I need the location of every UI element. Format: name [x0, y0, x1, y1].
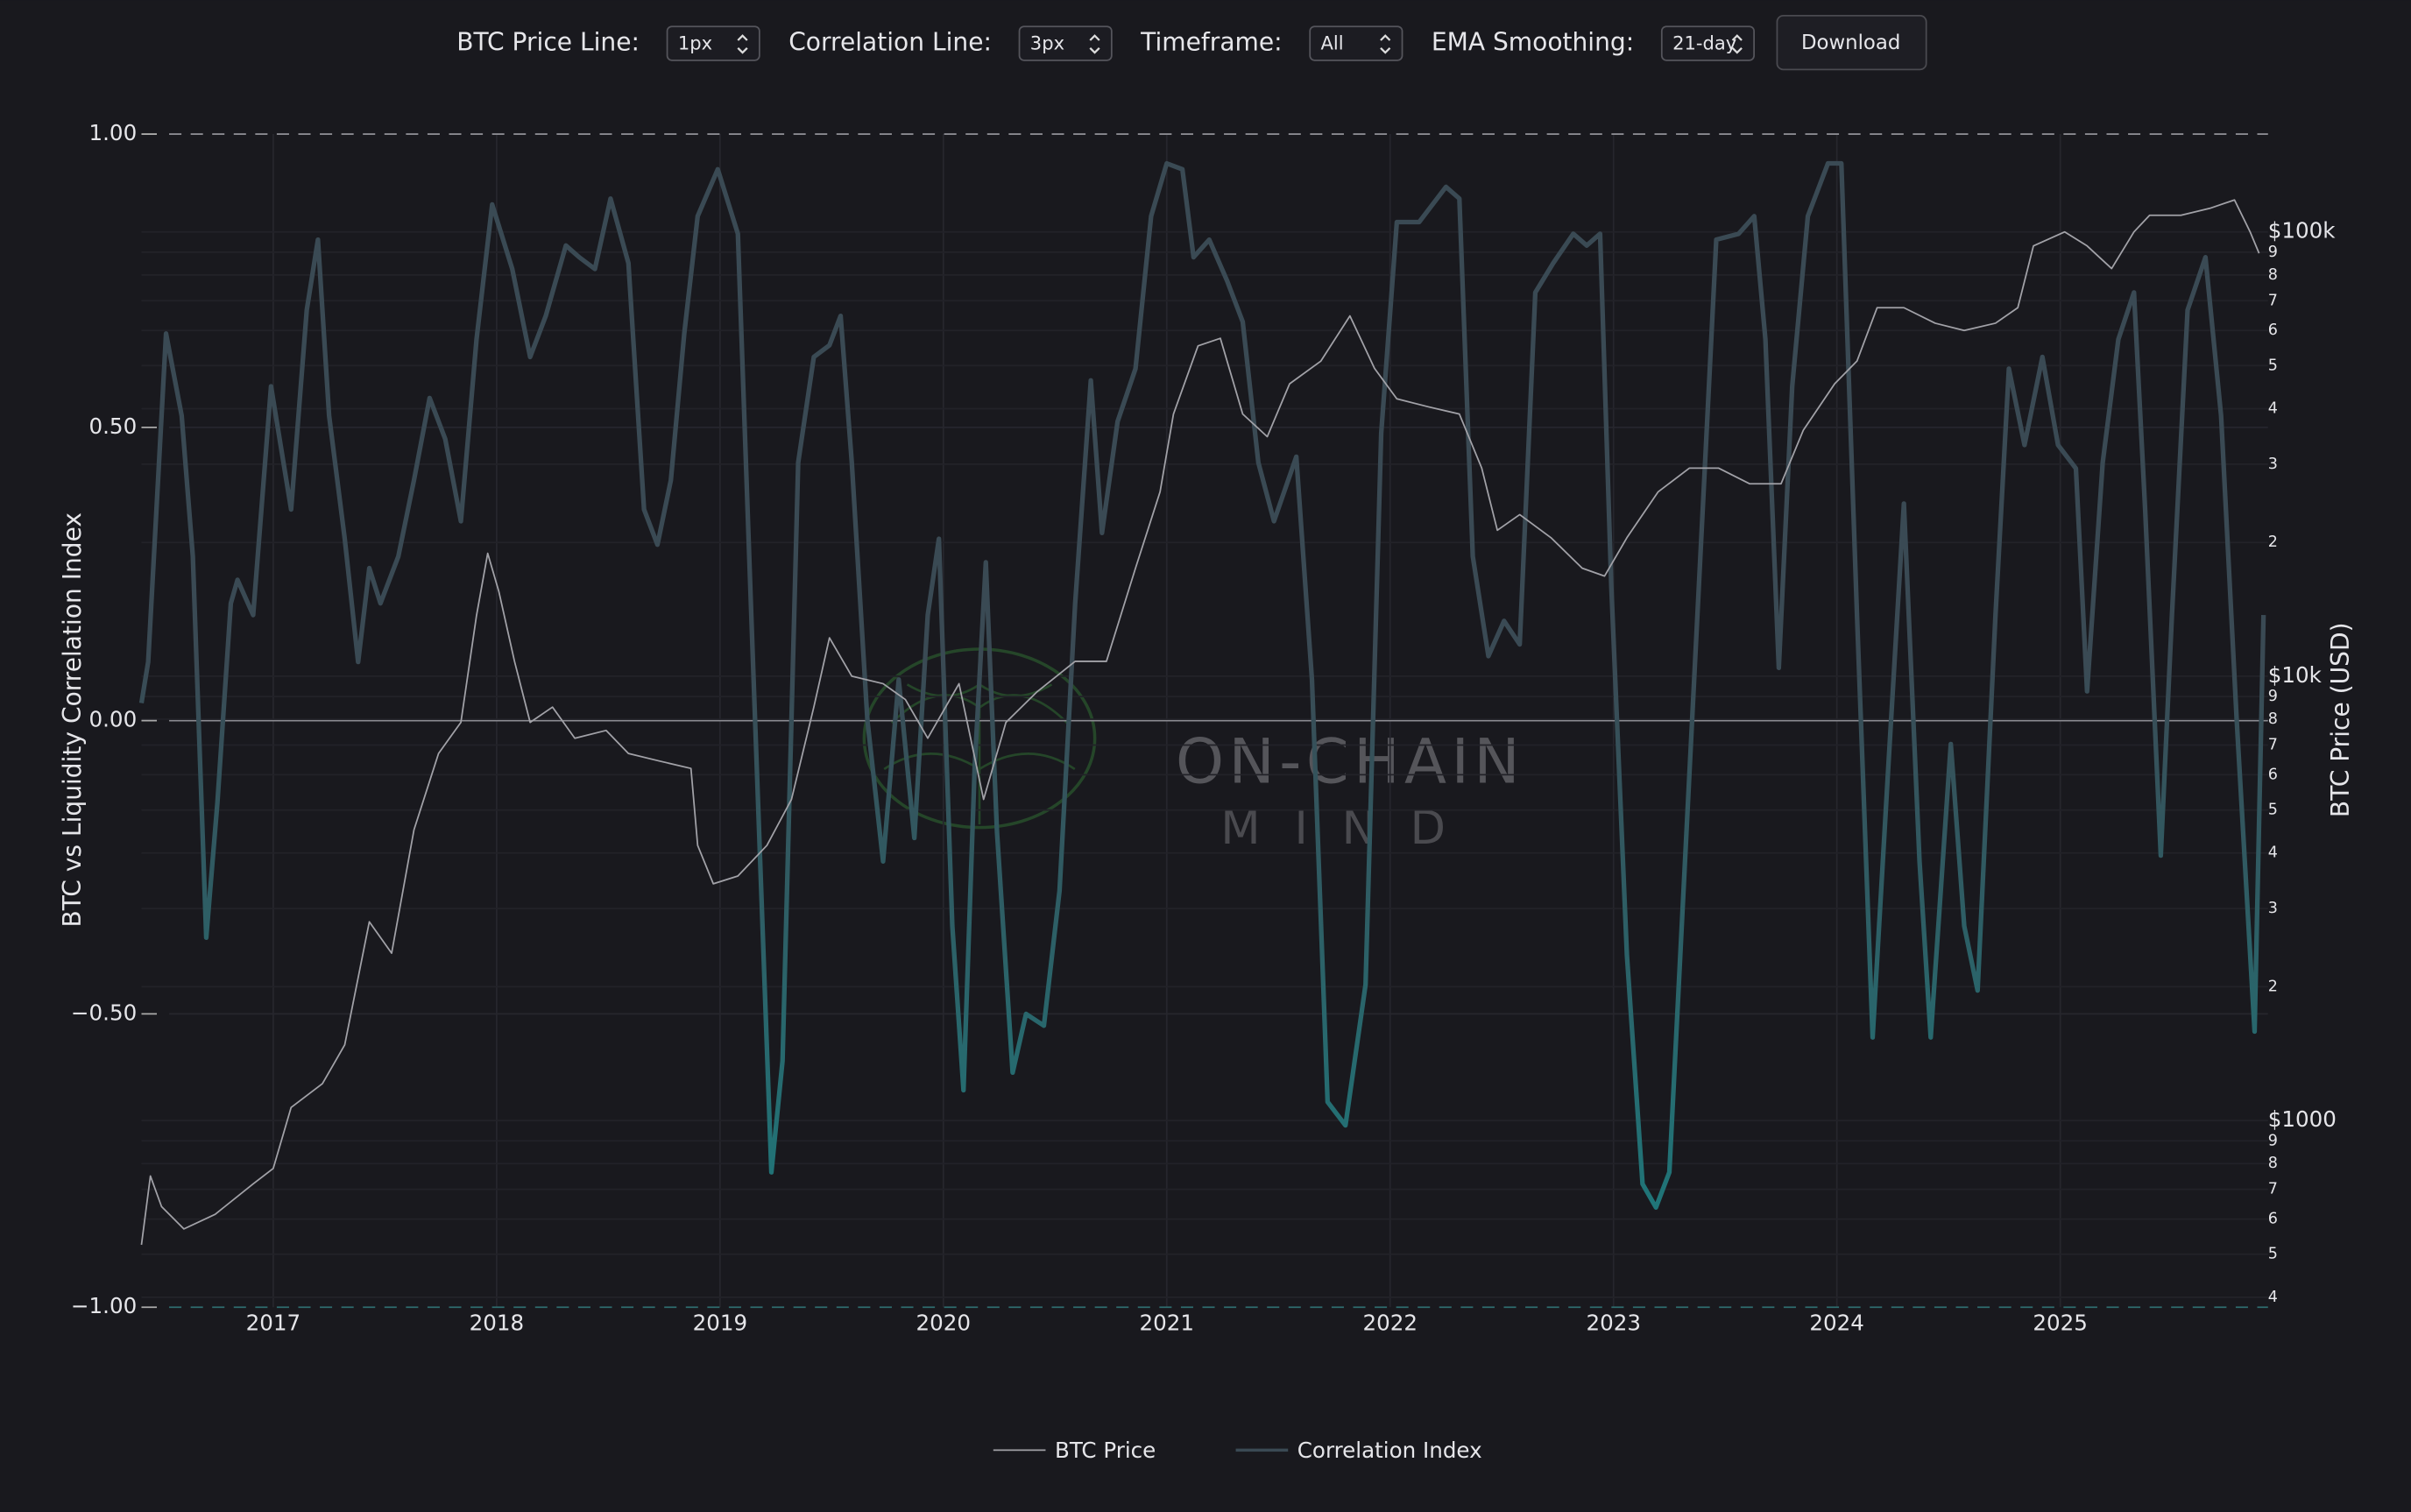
y2-tick-label: 5	[2268, 1246, 2278, 1263]
y2-tick-label: 5	[2268, 357, 2278, 374]
legend-label: Correlation Index	[1297, 1438, 1482, 1463]
button-box[interactable]	[1776, 15, 1927, 71]
y2-tick-label: 6	[2268, 1211, 2278, 1228]
select-box[interactable]	[1660, 25, 1755, 61]
select-control[interactable]: All	[1309, 25, 1403, 61]
y2-tick-label: $1000	[2268, 1106, 2337, 1132]
y2-tick-label: 8	[2268, 710, 2278, 728]
x-tick-label: 2017	[246, 1311, 301, 1336]
y2-tick-label: 9	[2268, 688, 2278, 705]
select-value[interactable]: 3px	[1030, 32, 1064, 53]
y2-tick-label: 2	[2268, 533, 2278, 551]
select-control[interactable]: 1px	[666, 25, 760, 61]
button-label[interactable]: Download	[1801, 32, 1900, 54]
plot-area	[138, 160, 2266, 1246]
series-line	[140, 199, 2260, 1246]
x-tick-label: 2024	[1809, 1311, 1864, 1336]
x-tick-label: 2023	[1586, 1311, 1641, 1336]
select-arrows[interactable]	[737, 34, 748, 54]
select-control[interactable]: 21-day	[1660, 25, 1755, 61]
y2-tick-label: 4	[2268, 844, 2278, 862]
select-box[interactable]	[1309, 25, 1403, 61]
control-label: EMA Smoothing:	[1432, 28, 1634, 57]
y2-tick-label: 4	[2268, 1289, 2278, 1306]
axes: 2017 2018 2019 2020 2021 2022 2023 2024 2025 −1.0…	[71, 120, 2337, 1335]
y2-tick-label: 8	[2268, 266, 2278, 284]
select-value[interactable]: All	[1321, 32, 1344, 53]
select-arrows[interactable]	[1380, 34, 1391, 54]
y2-tick-label: 3	[2268, 456, 2278, 473]
x-tick-label: 2019	[693, 1311, 748, 1336]
y-tick-label: 1.00	[89, 120, 138, 145]
select-box[interactable]	[666, 25, 760, 61]
y2-tick-label: 3	[2268, 900, 2278, 917]
x-tick-label: 2020	[916, 1311, 972, 1336]
y2-tick-label: $100k	[2268, 218, 2337, 244]
select-arrows[interactable]	[1089, 34, 1100, 54]
y2-tick-label: 5	[2268, 802, 2278, 819]
y2-tick-label: 2	[2268, 978, 2278, 995]
y2-tick-label: $10k	[2268, 662, 2323, 688]
y2-tick-label: 8	[2268, 1155, 2278, 1172]
y2-tick-label: 9	[2268, 1132, 2278, 1149]
x-tick-label: 2021	[1140, 1311, 1195, 1336]
select-control[interactable]: 3px	[1018, 25, 1113, 61]
y2-axis-title: BTC Price (USD)	[2326, 622, 2355, 817]
y2-tick-label: 6	[2268, 321, 2278, 339]
y-tick-label: −0.50	[71, 1000, 137, 1025]
grid	[141, 133, 2268, 1309]
y2-tick-label: 6	[2268, 766, 2278, 783]
series-line	[138, 160, 2266, 1211]
control-label: BTC Price Line:	[456, 28, 640, 57]
y-axis-title: BTC vs Liquidity Correlation Index	[58, 512, 87, 928]
legend: BTC Price Correlation Index	[993, 1438, 1482, 1463]
y2-tick-label: 7	[2268, 292, 2278, 309]
legend-label: BTC Price	[1055, 1438, 1156, 1463]
y2-tick-label: 9	[2268, 244, 2278, 261]
x-tick-label: 2022	[1362, 1311, 1418, 1336]
watermark-title: ON-CHAIN	[1176, 725, 1524, 797]
download-button[interactable]: Download	[1776, 15, 1927, 71]
control-label: Timeframe:	[1140, 28, 1282, 57]
x-tick-label: 2025	[2033, 1311, 2088, 1336]
y-tick-label: −1.00	[71, 1293, 137, 1318]
select-value[interactable]: 1px	[678, 32, 712, 53]
y2-tick-label: 7	[2268, 1181, 2278, 1198]
select-box[interactable]	[1018, 25, 1113, 61]
y2-tick-label: 4	[2268, 400, 2278, 418]
y-tick-label: 0.00	[89, 707, 138, 732]
y-tick-label: 0.50	[89, 413, 138, 439]
y2-tick-label: 7	[2268, 736, 2278, 753]
control-label: Correlation Line:	[788, 28, 992, 57]
x-tick-label: 2018	[470, 1311, 525, 1336]
select-arrows[interactable]	[1731, 34, 1743, 54]
controls-bar: BTC Price Line: 1px Correlation Line: 3px Ti…	[456, 15, 1927, 71]
select-value[interactable]: 21-day	[1672, 32, 1736, 53]
